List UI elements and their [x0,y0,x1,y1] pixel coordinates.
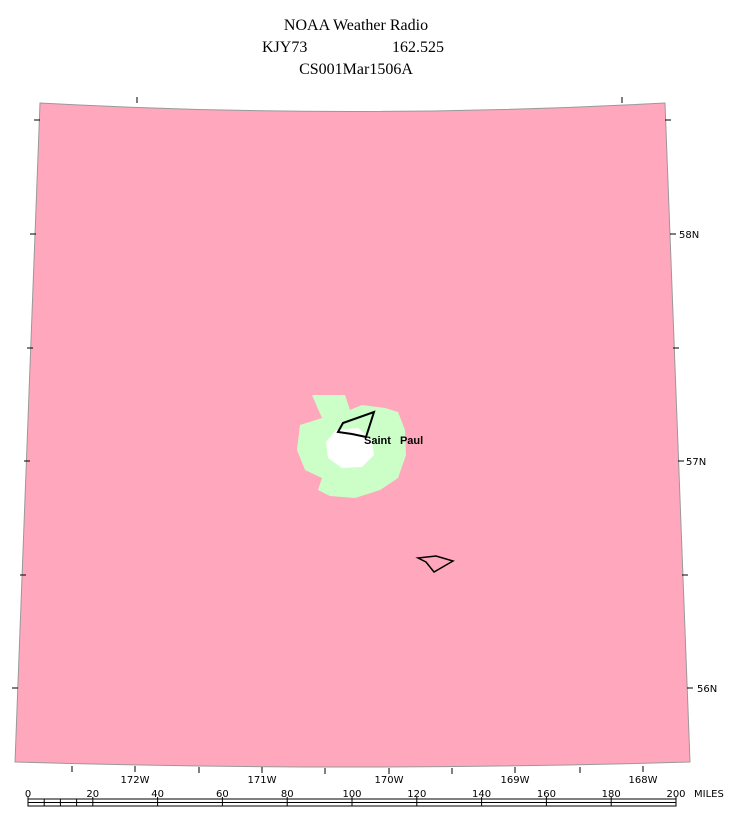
scale-label: 40 [151,789,164,800]
longitude-label: 171W [248,775,277,786]
scale-label: 100 [342,789,361,800]
latitude-label: 57N [686,457,706,468]
product: CS001Mar1506A [299,61,413,78]
inner-coverage [326,428,374,468]
scale-label: 60 [216,789,229,800]
island-outline [336,410,376,439]
latitude-label: 56N [697,684,717,695]
longitude-label: 169W [501,775,530,786]
place-label: Saint Paul [364,435,423,447]
station: KJY73 [262,39,307,56]
longitude-label: 170W [375,775,404,786]
scale-label: 200 [666,789,685,800]
latitude-label: 58N [679,230,699,241]
scale-label: 140 [472,789,491,800]
scale-bar: 0 20 40 60 80 100 120 140 160 180 200 MILES [25,789,724,807]
scale-label: 20 [86,789,99,800]
scale-label: 120 [407,789,426,800]
scale-label: 80 [281,789,294,800]
longitude-label: 172W [121,775,150,786]
longitude-label: 168W [629,775,658,786]
title: NOAA Weather Radio [284,17,428,34]
scale-unit: MILES [694,789,724,800]
scale-label: 0 [25,789,31,800]
scale-label: 160 [537,789,556,800]
frequency: 162.525 [392,39,444,56]
graticule-ticks [12,97,693,774]
scale-label: 180 [602,789,621,800]
island-outline [415,555,455,573]
